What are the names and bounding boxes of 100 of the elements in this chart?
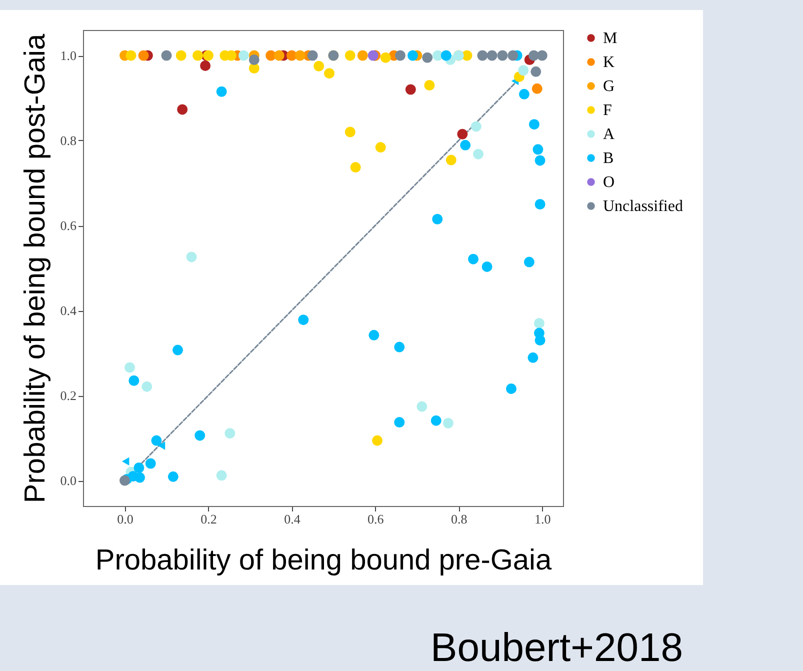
point (532, 83, 542, 94)
point (473, 148, 484, 160)
point (151, 435, 162, 446)
legend-label: K (603, 54, 615, 71)
point (200, 60, 211, 71)
point (145, 458, 156, 469)
point (497, 50, 508, 61)
point (128, 471, 138, 482)
point (477, 50, 488, 61)
y-tick-label: 0.6 (60, 218, 77, 233)
point (186, 252, 197, 262)
point (216, 470, 227, 481)
point (177, 104, 188, 115)
point (528, 352, 538, 363)
point (482, 261, 492, 272)
point (128, 375, 140, 386)
y-axis-title: Probability of being bound post-Gaia (19, 33, 52, 504)
point (394, 417, 405, 428)
x-tick-label: 0.6 (368, 512, 384, 526)
point (518, 88, 530, 100)
legend-label: Unclassified (603, 198, 683, 215)
x-tick-label: 0.0 (117, 512, 134, 526)
point (422, 52, 433, 63)
point (440, 50, 452, 61)
point (468, 254, 479, 264)
point (430, 415, 442, 426)
x-axis-title: Probability of being bound pre-Gaia (95, 544, 552, 576)
point (407, 50, 418, 61)
point (368, 330, 380, 340)
legend-label: O (603, 174, 615, 191)
point (405, 84, 416, 95)
point (534, 335, 546, 346)
point (161, 50, 172, 61)
point (424, 80, 435, 90)
y-tick-label: 1.0 (60, 48, 76, 63)
point (486, 50, 498, 61)
x-tick-label: 0.4 (284, 512, 301, 526)
point (168, 471, 178, 482)
point (394, 342, 405, 352)
point (394, 50, 406, 61)
point (248, 54, 260, 65)
point (524, 256, 534, 268)
legend-label: B (603, 150, 614, 167)
point (307, 50, 318, 61)
point (126, 50, 136, 61)
point (357, 50, 368, 61)
point (294, 50, 306, 61)
point (216, 86, 227, 97)
point (158, 441, 166, 450)
point (224, 428, 236, 439)
point (172, 344, 183, 356)
point (238, 50, 249, 61)
point (446, 154, 456, 166)
point (375, 142, 386, 153)
legend-label: F (603, 102, 612, 119)
point (344, 50, 356, 61)
point (372, 435, 383, 446)
point (119, 475, 130, 486)
y-tick-label: 0.4 (60, 303, 77, 318)
point (176, 50, 186, 61)
point (134, 462, 144, 473)
point (442, 418, 454, 428)
point (124, 362, 135, 373)
point (192, 50, 204, 61)
point (470, 121, 482, 132)
point (194, 430, 206, 441)
point (534, 199, 546, 210)
legend-label: A (603, 126, 615, 143)
point (380, 52, 391, 63)
point (138, 50, 149, 61)
x-tick-label: 0.2 (200, 512, 217, 526)
y-tick-label: 0.8 (60, 133, 76, 148)
point (274, 50, 284, 61)
point (530, 66, 542, 77)
point (324, 68, 335, 79)
text: Boubert+2018 (430, 626, 683, 671)
y-tick-label: 0.2 (60, 388, 76, 403)
point (457, 128, 468, 140)
point (122, 457, 130, 466)
legend-label: M (603, 30, 618, 47)
point (314, 60, 324, 72)
point (518, 65, 529, 76)
point (534, 155, 546, 166)
legend-label: G (603, 78, 615, 95)
point (344, 126, 356, 138)
point (528, 119, 540, 130)
point (532, 144, 544, 155)
x-tick-label: 1.0 (534, 512, 551, 526)
y-tick-label: 0.0 (60, 473, 76, 488)
x-tick-label: 0.8 (451, 512, 468, 526)
point (416, 401, 428, 412)
point (534, 318, 544, 328)
point (248, 63, 260, 74)
point (298, 314, 309, 326)
point (350, 162, 361, 173)
point (432, 214, 443, 224)
point (506, 383, 516, 394)
point (460, 140, 471, 150)
point (536, 50, 548, 61)
point (142, 381, 152, 392)
